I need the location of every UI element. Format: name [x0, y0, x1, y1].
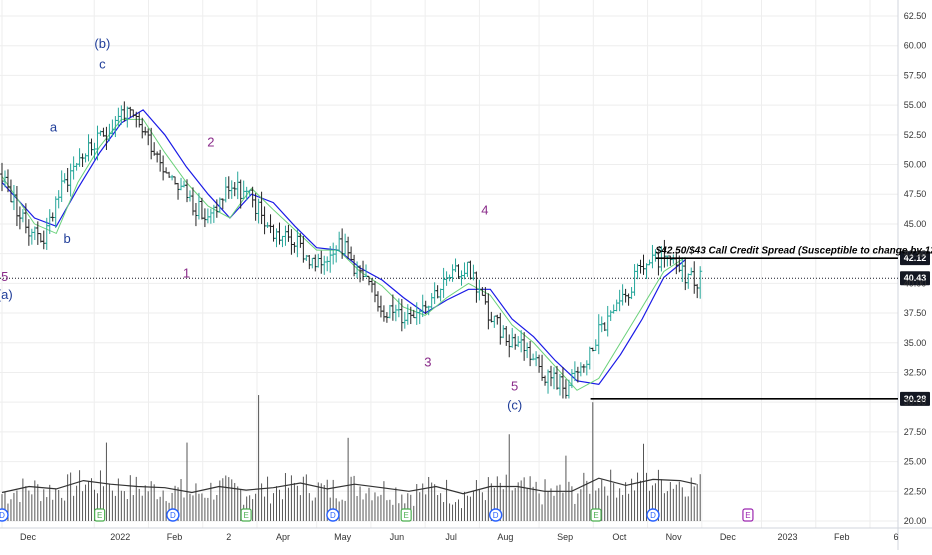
time-axis-tick-label: May	[334, 532, 352, 542]
event-marker-label: E	[593, 511, 598, 520]
wave-label: c	[99, 56, 106, 71]
price-axis-tick-label: 40.00	[904, 278, 927, 288]
annotations: $42.50/$43 Call Credit Spread (Susceptib…	[655, 245, 932, 256]
event-marker-label: D	[0, 511, 5, 520]
price-axis-tick-label: 22.50	[904, 486, 927, 496]
price-axis-tick-label: 20.00	[904, 516, 927, 526]
price-axis-tick-label: 37.50	[904, 308, 927, 318]
time-axis-tick-label: 2023	[777, 532, 797, 542]
price-axis-tick-label: 52.50	[904, 130, 927, 140]
event-marker-label: E	[97, 511, 102, 520]
time-axis-tick-label: Feb	[834, 532, 850, 542]
wave-label: b	[63, 231, 70, 246]
time-axis-tick-label: Apr	[276, 532, 290, 542]
time-axis-tick-label: Aug	[497, 532, 513, 542]
time-axis-tick-label: Oct	[612, 532, 627, 542]
time-axis-tick-label: 2022	[110, 532, 130, 542]
wave-labels: (b) c a b 5 (a) 2 1 3 4 5 (c)	[0, 36, 522, 412]
event-marker-label: D	[330, 511, 336, 520]
wave-label: 3	[424, 355, 431, 370]
time-axis[interactable]: Dec 2022 Feb 2 Apr May Jun Jul Aug Sep Oct Nov Dec 20…	[20, 532, 899, 542]
dividend-event-icon[interactable]	[166, 508, 180, 522]
time-axis-tick-label: 6	[893, 532, 898, 542]
wave-label: a	[50, 119, 58, 134]
price-axis-tick-label: 45.00	[904, 219, 927, 229]
dividend-event-icon[interactable]	[488, 508, 503, 522]
price-axis-tick-label: 57.50	[904, 70, 927, 80]
wave-label: 2	[207, 135, 214, 150]
event-marker-label: D	[170, 511, 176, 520]
earnings-event-icon[interactable]	[240, 508, 252, 522]
event-marker-label: E	[403, 511, 408, 520]
earnings-event-icon[interactable]	[590, 508, 602, 522]
price-tag	[900, 271, 930, 286]
wave-label: (b)	[94, 36, 110, 51]
price-bars	[0, 101, 703, 399]
price-tag-label: 40.43	[904, 273, 927, 283]
wave-label: 5	[1, 269, 8, 284]
price-axis-tick-label: 60.00	[904, 41, 927, 51]
price-tag-label: 42.12	[904, 253, 927, 263]
event-marker-label: D	[650, 511, 656, 520]
time-axis-tick-label: Jul	[445, 532, 457, 542]
price-axis-tick-label: 50.00	[904, 160, 927, 170]
dividend-event-icon[interactable]	[326, 508, 340, 522]
event-marker-label: E	[745, 511, 750, 520]
price-axis-tick-label: 62.50	[904, 11, 927, 21]
wave-label: (c)	[507, 397, 522, 412]
time-axis-tick-label: Sep	[557, 532, 573, 542]
event-marker-label: D	[493, 511, 499, 520]
time-axis-tick-label: 2	[226, 532, 231, 542]
price-tag-label: 30.28	[904, 394, 927, 404]
earnings-event-icon[interactable]	[742, 508, 754, 522]
moving-average-line	[1, 118, 686, 391]
moving-average-line	[1, 109, 686, 386]
dividend-event-icon[interactable]	[646, 508, 660, 522]
moving-average-lines	[1, 109, 686, 391]
volume-average-line	[1, 477, 697, 495]
price-axis-tick-label: 55.00	[904, 100, 927, 110]
earnings-event-icon[interactable]	[94, 508, 106, 522]
time-axis-tick-label: Jun	[390, 532, 405, 542]
horizontal-levels[interactable]: 42.12 40.43 30.28	[0, 251, 930, 406]
annotation-text: $42.50/$43 Call Credit Spread (Susceptib…	[655, 245, 932, 256]
earnings-event-icon[interactable]	[400, 508, 412, 522]
price-axis-tick-label: 42.50	[904, 249, 927, 259]
price-tag	[900, 251, 930, 266]
volume-bars	[1, 395, 701, 521]
price-axis-tick-label: 30.00	[904, 397, 927, 407]
dividend-event-icon[interactable]	[0, 508, 9, 522]
time-axis-tick-label: Dec	[20, 532, 37, 542]
wave-label: 1	[183, 265, 190, 280]
price-axis-tick-label: 27.50	[904, 427, 927, 437]
price-axis[interactable]: 62.50 60.00 57.50 55.00 52.50 50.00 47.50 45.00…	[904, 11, 927, 526]
time-axis-tick-label: Nov	[666, 532, 683, 542]
volume-average-line	[1, 477, 697, 495]
time-axis-tick-label: Dec	[720, 532, 737, 542]
price-axis-tick-label: 35.00	[904, 338, 927, 348]
price-tag	[900, 391, 930, 406]
event-marker-label: E	[243, 511, 248, 520]
wave-label: (a)	[0, 287, 13, 302]
price-axis-tick-label: 25.00	[904, 457, 927, 467]
price-axis-tick-label: 47.50	[904, 189, 927, 199]
time-axis-tick-label: Feb	[167, 532, 183, 542]
price-axis-tick-label: 32.50	[904, 367, 927, 377]
wave-label: 5	[511, 378, 518, 393]
wave-label: 4	[481, 202, 488, 217]
